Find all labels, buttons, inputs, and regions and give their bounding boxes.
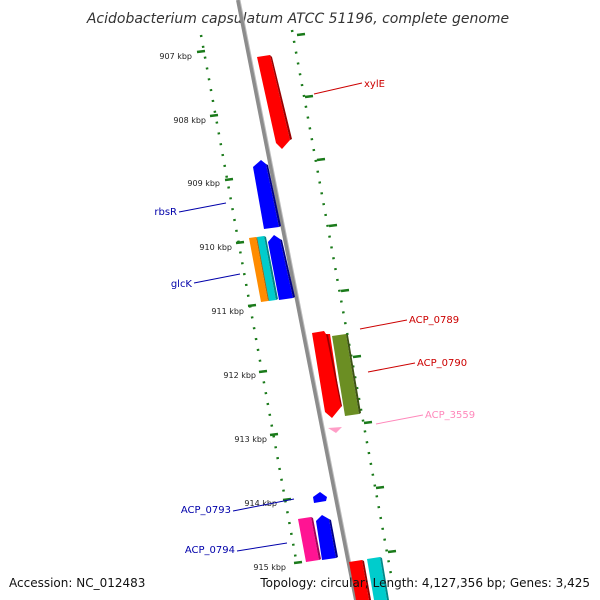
label-ACP_0790[interactable]: ACP_0790 bbox=[417, 358, 467, 369]
leader-ACP_0789 bbox=[359, 319, 408, 330]
label-ACP_0793[interactable]: ACP_0793 bbox=[181, 505, 231, 516]
tick-label: 915 kbp bbox=[253, 563, 286, 572]
left-major-ticks bbox=[196, 49, 303, 565]
label-ACP_3559[interactable]: ACP_3559 bbox=[425, 410, 475, 421]
gene-rbsR[interactable] bbox=[253, 160, 281, 229]
leader-ACP_0793 bbox=[232, 498, 295, 512]
tick-label: 912 kbp bbox=[223, 371, 256, 380]
label-xylE[interactable]: xylE bbox=[364, 79, 385, 90]
tick-label: 908 kbp bbox=[173, 116, 206, 125]
genome-summary-text: Topology: circular; Length: 4,127,356 bp… bbox=[259, 576, 590, 590]
gene-ACP_0794[interactable] bbox=[298, 517, 321, 562]
gene-ACP_0790[interactable] bbox=[332, 334, 361, 416]
tick-label: 910 kbp bbox=[199, 243, 232, 252]
gene-partial-red[interactable] bbox=[349, 560, 371, 600]
label-rbsR[interactable]: rbsR bbox=[154, 207, 177, 218]
left-tick-track bbox=[199, 34, 299, 566]
gene-glcK[interactable] bbox=[268, 235, 295, 300]
gene-partial-cyan[interactable] bbox=[367, 557, 389, 600]
accession-text: Accession: NC_012483 bbox=[9, 576, 145, 590]
tick-label: 913 kbp bbox=[234, 435, 267, 444]
leader-ACP_0790 bbox=[367, 362, 416, 373]
gene-blue-forward[interactable] bbox=[316, 515, 338, 560]
genome-backbone-highlight bbox=[239, 0, 359, 600]
gene-ACP_0789[interactable] bbox=[312, 331, 342, 418]
tick-label: 909 kbp bbox=[187, 179, 220, 188]
label-ACP_0789[interactable]: ACP_0789 bbox=[409, 315, 459, 326]
leader-ACP_0794 bbox=[236, 542, 288, 552]
gene-xylE[interactable] bbox=[257, 55, 292, 149]
leader-ACP_3559 bbox=[375, 414, 424, 425]
right-major-ticks bbox=[296, 32, 397, 554]
tick-label: 907 kbp bbox=[159, 52, 192, 61]
tick-label: 914 kbp bbox=[244, 499, 277, 508]
genome-backbone bbox=[236, 0, 358, 600]
right-tick-track bbox=[290, 29, 394, 581]
leader-xylE bbox=[313, 82, 363, 95]
tick-label: 911 kbp bbox=[211, 307, 244, 316]
leader-rbsR bbox=[178, 202, 227, 213]
label-glcK[interactable]: glcK bbox=[171, 279, 193, 290]
gene-ACP_0793[interactable] bbox=[313, 492, 327, 503]
leader-glcK bbox=[193, 273, 241, 284]
gene-glcK-cyan[interactable] bbox=[257, 236, 278, 301]
label-ACP_0794[interactable]: ACP_0794 bbox=[185, 545, 235, 556]
map-title: Acidobacterium capsulatum ATCC 51196, co… bbox=[86, 11, 509, 27]
gene-ACP_3559[interactable] bbox=[328, 427, 342, 433]
